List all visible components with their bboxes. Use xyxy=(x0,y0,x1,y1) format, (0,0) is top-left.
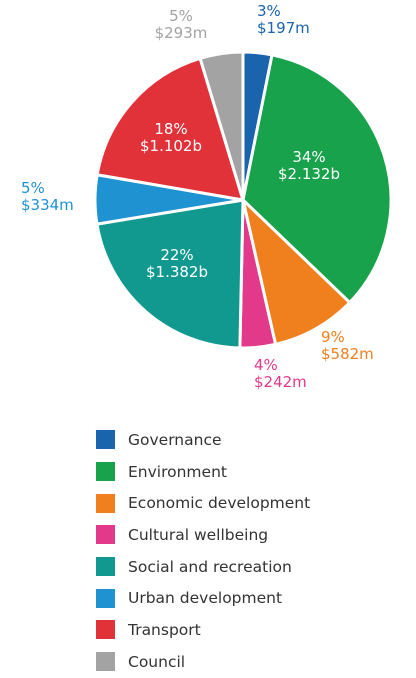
legend-swatch-social-and-recreation xyxy=(96,557,115,577)
slice-percent-social-and-recreation: 22% xyxy=(160,246,193,264)
slice-percent-transport: 18% xyxy=(154,120,187,138)
legend-swatch-urban-development xyxy=(96,588,115,608)
slice-label-council: 5% $293m xyxy=(155,7,208,42)
legend-item-council: Council xyxy=(96,646,310,678)
slice-amount-transport: $1.102b xyxy=(140,137,202,155)
legend-swatch-council xyxy=(96,652,115,672)
slice-label-environment: 34% $2.132b xyxy=(278,148,340,183)
slice-percent-environment: 34% xyxy=(292,148,325,166)
legend-swatch-transport xyxy=(96,620,115,640)
pie-slice-transport xyxy=(95,56,245,202)
slice-amount-urban-development: $334m xyxy=(21,196,74,214)
slice-amount-cultural-wellbeing: $242m xyxy=(254,373,307,391)
pie-chart: 3% $197m 34% $2.132b 9% $582m 4% $242m 22% $1.382… xyxy=(21,2,393,391)
legend-label-urban-development: Urban development xyxy=(128,589,283,608)
slice-label-governance: 3% $197m xyxy=(257,2,310,37)
legend-item-social-and-recreation: Social and recreation xyxy=(96,551,310,583)
slice-label-economic-development: 9% $582m xyxy=(321,328,374,363)
legend-label-council: Council xyxy=(128,652,186,671)
pie-slice-council xyxy=(198,50,245,202)
pie-slices xyxy=(93,50,393,350)
legend-item-governance: Governance xyxy=(96,424,310,456)
slice-percent-council: 5% xyxy=(169,7,193,25)
legend-swatch-cultural-wellbeing xyxy=(96,525,115,545)
legend-item-transport: Transport xyxy=(96,614,310,646)
legend-item-environment: Environment xyxy=(96,456,310,488)
legend-label-environment: Environment xyxy=(128,462,227,481)
slice-label-cultural-wellbeing: 4% $242m xyxy=(254,356,307,391)
legend-label-economic-development: Economic development xyxy=(128,494,311,513)
slice-percent-urban-development: 5% xyxy=(21,179,45,197)
pie-slice-environment xyxy=(241,53,393,305)
slice-label-transport: 18% $1.102b xyxy=(140,120,202,155)
legend-label-transport: Transport xyxy=(128,620,201,639)
slice-amount-governance: $197m xyxy=(257,19,310,37)
slice-labels: 3% $197m 34% $2.132b 9% $582m 4% $242m 22% $1.382… xyxy=(21,2,374,391)
slice-percent-economic-development: 9% xyxy=(321,328,345,346)
slice-amount-economic-development: $582m xyxy=(321,345,374,363)
legend-item-economic-development: Economic development xyxy=(96,487,310,519)
slice-label-social-and-recreation: 22% $1.382b xyxy=(146,246,208,281)
slice-percent-cultural-wellbeing: 4% xyxy=(254,356,278,374)
slice-amount-social-and-recreation: $1.382b xyxy=(146,263,208,281)
legend-label-social-and-recreation: Social and recreation xyxy=(128,557,292,576)
legend-swatch-governance xyxy=(96,430,115,450)
slice-amount-council: $293m xyxy=(155,24,208,42)
legend-item-cultural-wellbeing: Cultural wellbeing xyxy=(96,519,310,551)
legend: Governance Environment Economic developmen… xyxy=(96,424,310,678)
legend-swatch-environment xyxy=(96,462,115,482)
slice-label-urban-development: 5% $334m xyxy=(21,179,74,214)
legend-label-governance: Governance xyxy=(128,430,222,449)
slice-amount-environment: $2.132b xyxy=(278,165,340,183)
legend-item-urban-development: Urban development xyxy=(96,582,310,614)
slice-percent-governance: 3% xyxy=(257,2,281,20)
pie-slice-economic-development xyxy=(241,198,352,346)
pie-slice-social-and-recreation xyxy=(95,198,245,350)
legend-label-cultural-wellbeing: Cultural wellbeing xyxy=(128,525,269,544)
legend-swatch-economic-development xyxy=(96,493,115,513)
